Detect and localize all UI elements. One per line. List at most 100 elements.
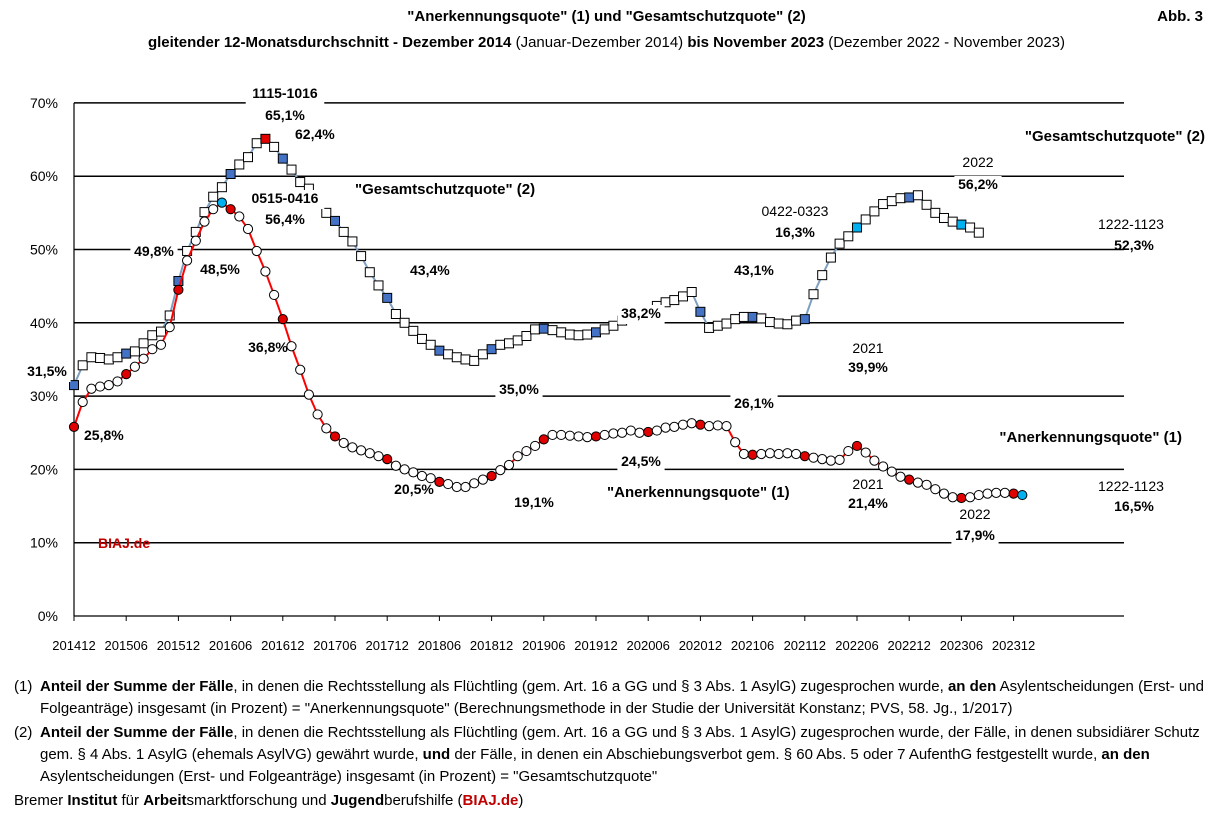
data-point-circle xyxy=(495,465,506,476)
chart-subtitle: gleitender 12-Monatsdurchschnitt - Dezem… xyxy=(0,34,1213,51)
data-point-square xyxy=(434,345,445,356)
data-point-square xyxy=(956,219,967,230)
data-point-square xyxy=(695,306,706,317)
source-footer: Bremer Institut für Arbeitsmarktforschun… xyxy=(14,790,1204,812)
data-label: 20,5% xyxy=(394,481,434,497)
data-point-circle xyxy=(373,451,384,462)
data-label: 39,9% xyxy=(848,359,888,375)
data-point-square xyxy=(321,207,332,218)
data-point-square xyxy=(904,192,915,203)
data-label: 2022 xyxy=(962,154,993,170)
data-point-circle xyxy=(503,459,515,471)
data-point-square xyxy=(886,196,897,207)
data-label: 31,5% xyxy=(27,363,67,379)
data-point-square xyxy=(138,338,149,349)
data-point-circle xyxy=(182,255,193,266)
data-point-circle xyxy=(173,284,184,295)
data-point-square xyxy=(704,322,715,333)
data-point-square xyxy=(530,324,541,335)
footer-text: Jugend xyxy=(330,792,385,809)
data-point-square xyxy=(756,313,767,324)
data-point-square xyxy=(399,317,410,328)
data-point-circle xyxy=(321,423,332,434)
data-point-circle xyxy=(764,448,776,459)
data-point-circle xyxy=(434,476,445,487)
data-point-square xyxy=(747,311,758,322)
data-point-square xyxy=(451,352,462,363)
data-point-circle xyxy=(260,266,271,277)
data-point-circle xyxy=(878,461,889,472)
label-background xyxy=(730,395,778,414)
data-point-square xyxy=(860,214,871,225)
data-point-circle xyxy=(356,445,367,456)
data-point-circle xyxy=(660,422,671,433)
data-point-square xyxy=(277,153,288,164)
data-point-circle xyxy=(965,492,976,503)
data-point-square xyxy=(591,327,601,338)
data-point-square xyxy=(147,330,158,341)
data-point-square xyxy=(912,190,923,201)
data-point-circle xyxy=(234,211,245,222)
data-point-square xyxy=(556,327,567,338)
data-point-circle xyxy=(486,470,497,482)
y-tick-label: 50% xyxy=(30,242,58,258)
subtitle-part: gleitender 12-Monatsdurchschnitt - Dezem… xyxy=(147,34,512,51)
label-background xyxy=(245,85,325,104)
data-point-circle xyxy=(686,418,697,429)
data-label: 49,8% xyxy=(134,243,174,259)
footnote-text: Asylentscheidungen (Erst- und Folgeanträ… xyxy=(40,768,658,785)
data-point-circle xyxy=(208,204,219,215)
data-point-square xyxy=(199,207,210,218)
data-point-square xyxy=(373,280,384,291)
data-label: 0515-0416 xyxy=(252,190,319,206)
data-point-circle xyxy=(564,430,576,441)
label-background xyxy=(617,453,665,472)
data-point-square xyxy=(286,164,297,175)
y-tick-label: 30% xyxy=(30,388,58,404)
data-point-circle xyxy=(77,396,88,408)
data-point-square xyxy=(390,309,401,320)
data-point-square xyxy=(825,252,836,263)
series-gesamtschutzquote xyxy=(69,133,984,391)
data-point-circle xyxy=(573,431,584,442)
data-point-circle xyxy=(547,429,558,441)
data-point-circle xyxy=(791,448,802,460)
data-label: 24,5% xyxy=(621,453,661,469)
data-point-circle xyxy=(730,437,741,448)
x-tick-label: 202106 xyxy=(731,638,774,653)
data-point-circle xyxy=(312,409,323,420)
data-label: "Anerkennungsquote" (1) xyxy=(607,484,790,501)
data-point-square xyxy=(947,216,958,227)
x-tick-label: 202312 xyxy=(992,638,1035,653)
data-point-circle xyxy=(225,204,236,215)
footnote-number: (1) xyxy=(14,678,33,695)
data-point-circle xyxy=(538,434,549,445)
x-tick-label: 201412 xyxy=(52,638,95,653)
data-point-square xyxy=(77,360,88,371)
data-point-square xyxy=(930,207,941,218)
data-label: 1222-1123 xyxy=(1098,216,1164,232)
data-point-square xyxy=(782,319,793,330)
gridlines xyxy=(74,102,1124,544)
data-point-square xyxy=(547,325,558,336)
data-label: 2021 xyxy=(852,340,883,356)
data-point-circle xyxy=(756,448,767,460)
data-label: 26,1% xyxy=(734,395,774,411)
x-tick-label: 201806 xyxy=(418,638,461,653)
data-point-circle xyxy=(817,454,828,465)
x-axis: 201412 201506 201512 201606 201612 201706 2017… xyxy=(52,616,1035,653)
data-point-circle xyxy=(399,464,410,475)
data-point-circle xyxy=(704,421,715,432)
data-point-circle xyxy=(773,448,784,460)
data-point-circle xyxy=(895,471,906,482)
data-point-square xyxy=(564,329,575,340)
footnote-text: Asylentscheidungen (Erst- und Folgeanträ… xyxy=(40,678,1204,717)
data-label: 48,5% xyxy=(200,261,240,277)
data-point-circle xyxy=(277,314,288,325)
data-point-square xyxy=(129,346,140,357)
data-point-square xyxy=(939,212,949,223)
x-tick-label: 201606 xyxy=(209,638,252,653)
data-point-circle xyxy=(721,421,732,432)
data-point-square xyxy=(251,138,262,149)
x-tick-label: 201812 xyxy=(470,638,513,653)
